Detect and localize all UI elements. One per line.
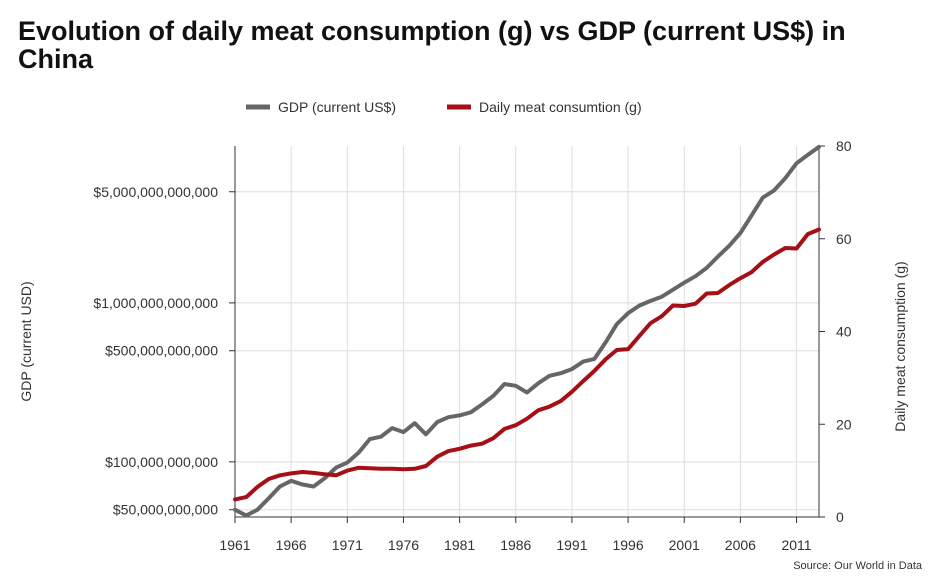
series-line-gdp [233, 144, 821, 518]
source-note: Source: Our World in Data [793, 560, 922, 572]
left-tick-label: $5,000,000,000,000 [93, 184, 218, 200]
right-tick-label: 20 [836, 416, 852, 432]
left-tick-label: $1,000,000,000,000 [93, 295, 218, 311]
x-tick-label: 1966 [276, 537, 307, 553]
x-tick-label: 2001 [669, 537, 700, 553]
x-tick-label: 1986 [500, 537, 531, 553]
legend: GDP (current US$) Daily meat consumtion (… [246, 99, 642, 115]
left-axis-title: GDP (current USD) [18, 281, 34, 401]
left-tick-label: $500,000,000,000 [105, 343, 218, 359]
x-tick-label: 2011 [781, 537, 811, 553]
series-lines [233, 144, 821, 518]
axes [229, 145, 825, 523]
chart-title: Evolution of daily meat consumption (g) … [18, 16, 846, 74]
legend-label: Daily meat consumtion (g) [479, 99, 642, 115]
left-tick-label: $50,000,000,000 [113, 502, 218, 518]
right-tick-label: 60 [836, 231, 852, 247]
right-tick-label: 80 [836, 138, 852, 154]
vertical-gridlines [234, 146, 798, 517]
x-tick-label: 1971 [332, 537, 363, 553]
x-tick-label: 1981 [444, 537, 475, 553]
legend-label: GDP (current US$) [278, 99, 396, 115]
right-tick-label: 40 [836, 324, 852, 340]
x-tick-label: 1996 [612, 537, 643, 553]
right-axis-title: Daily meat consumption (g) [892, 261, 908, 431]
tick-labels: 1961 1966 1971 1976 1981 1986 1991 1996 2001 2006… [18, 138, 908, 553]
x-tick-label: 1961 [219, 537, 250, 553]
x-tick-label: 1991 [556, 537, 587, 553]
left-tick-label: $100,000,000,000 [105, 454, 218, 470]
x-tick-label: 1976 [388, 537, 419, 553]
horizontal-gridlines [235, 191, 819, 511]
series-line-meat [233, 227, 821, 502]
right-tick-label: 0 [836, 509, 844, 525]
x-tick-label: 2006 [725, 537, 756, 553]
